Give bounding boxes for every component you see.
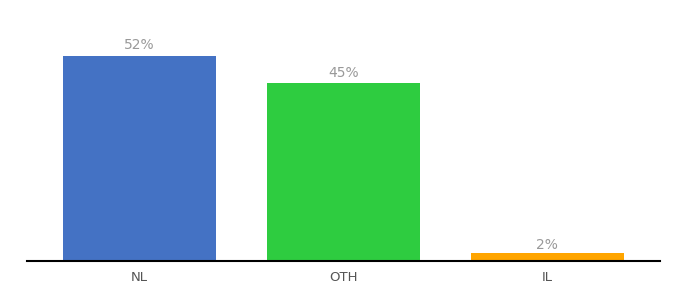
- Text: 45%: 45%: [328, 66, 359, 80]
- Bar: [267, 83, 420, 261]
- Text: 2%: 2%: [537, 238, 558, 251]
- Bar: [471, 253, 624, 261]
- Bar: [63, 56, 216, 261]
- Text: 52%: 52%: [124, 38, 155, 52]
